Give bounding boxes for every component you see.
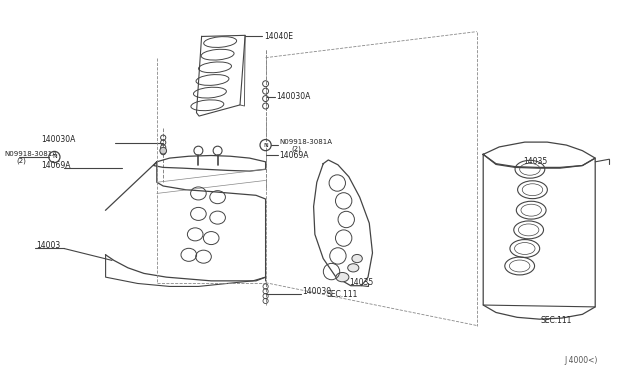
Text: N09918-3081A: N09918-3081A: [280, 139, 333, 145]
Ellipse shape: [336, 272, 349, 282]
Ellipse shape: [160, 147, 166, 154]
Text: J 4000<): J 4000<): [564, 356, 598, 365]
Text: 14040E: 14040E: [264, 32, 293, 41]
Text: 14035: 14035: [349, 278, 373, 287]
Text: (2): (2): [291, 146, 301, 153]
Text: 14003: 14003: [36, 241, 61, 250]
Text: 140030A: 140030A: [42, 135, 76, 144]
Text: (2): (2): [16, 158, 26, 164]
Ellipse shape: [348, 264, 359, 272]
Text: N: N: [263, 142, 268, 148]
Text: 14069A: 14069A: [42, 161, 71, 170]
Ellipse shape: [352, 254, 362, 263]
Text: 140030A: 140030A: [276, 92, 311, 101]
Text: 14069A: 14069A: [280, 151, 309, 160]
Text: 14035: 14035: [524, 157, 548, 166]
Text: 140030: 140030: [302, 287, 332, 296]
Text: SEC.111: SEC.111: [541, 316, 572, 325]
Text: N09918-3081A: N09918-3081A: [4, 151, 58, 157]
Text: SEC.111: SEC.111: [326, 290, 358, 299]
Text: N: N: [52, 154, 57, 160]
